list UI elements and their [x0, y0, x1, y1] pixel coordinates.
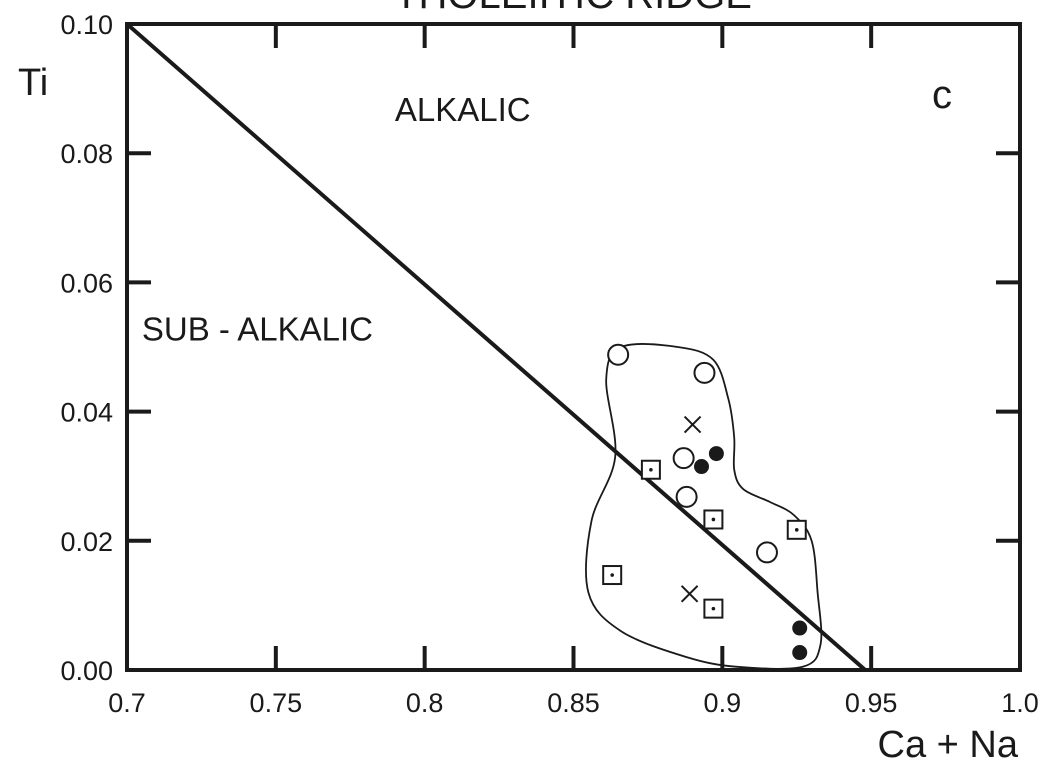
- open-circle-point: [672, 447, 695, 470]
- panel-label: c: [932, 73, 952, 117]
- alkalic-divider-line: [125, 22, 867, 672]
- dotted-square-point: [703, 598, 724, 619]
- x-tick-label: 0.7: [108, 688, 146, 718]
- x-tick-label: 1.0: [1001, 688, 1039, 718]
- y-tick-label: 0.10: [60, 10, 113, 40]
- x-axis-label: Ca + Na: [878, 724, 1019, 763]
- chart-title: THOLEIITIC RIDGE: [394, 0, 752, 17]
- open-circle-point: [675, 485, 698, 508]
- filled-circle-point: [792, 620, 808, 636]
- y-tick-label: 0.08: [60, 139, 113, 169]
- open-circle-point: [607, 343, 630, 366]
- x-tick-label: 0.9: [704, 688, 742, 718]
- filled-circle-point: [693, 459, 709, 475]
- open-circle-point: [755, 541, 778, 564]
- filled-circle-point: [708, 446, 724, 462]
- region-label: ALKALIC: [395, 91, 531, 128]
- cross-point: [683, 415, 702, 434]
- cross-stroke: [683, 415, 702, 434]
- square-center-dot: [610, 573, 614, 577]
- region-label: SUB - ALKALIC: [142, 311, 373, 348]
- x-tick-label: 0.8: [406, 688, 444, 718]
- data-envelope: [585, 343, 823, 670]
- square-center-dot: [794, 528, 799, 532]
- axis-ticks: 0.7 0.75 0.8 0.85 0.9 0.95 1.0 0.00 0.02 0.04 0.06…: [60, 10, 1038, 718]
- dotted-square-point: [640, 459, 661, 480]
- data-marks: [125, 22, 867, 672]
- region-labels: ALKALIC SUB - ALKALIC: [142, 91, 531, 348]
- filled-circle-point: [792, 645, 808, 661]
- cross-point: [680, 585, 699, 603]
- y-tick-label: 0.04: [60, 398, 113, 428]
- y-tick-label: 0.00: [60, 656, 113, 686]
- square-center-dot: [649, 467, 653, 472]
- y-axis-label: Ti: [18, 62, 48, 104]
- cross-stroke: [680, 585, 699, 603]
- square-center-dot: [711, 606, 716, 611]
- square-center-dot: [711, 517, 716, 522]
- dotted-square-point: [602, 565, 623, 586]
- dotted-square-point: [703, 509, 724, 530]
- x-tick-label: 0.95: [845, 688, 898, 718]
- x-tick-label: 0.85: [547, 688, 600, 718]
- x-tick-label: 0.75: [250, 688, 303, 718]
- y-tick-label: 0.02: [60, 527, 113, 557]
- y-tick-label: 0.06: [60, 268, 113, 298]
- open-circle-point: [693, 361, 716, 384]
- dotted-square-point: [786, 519, 807, 540]
